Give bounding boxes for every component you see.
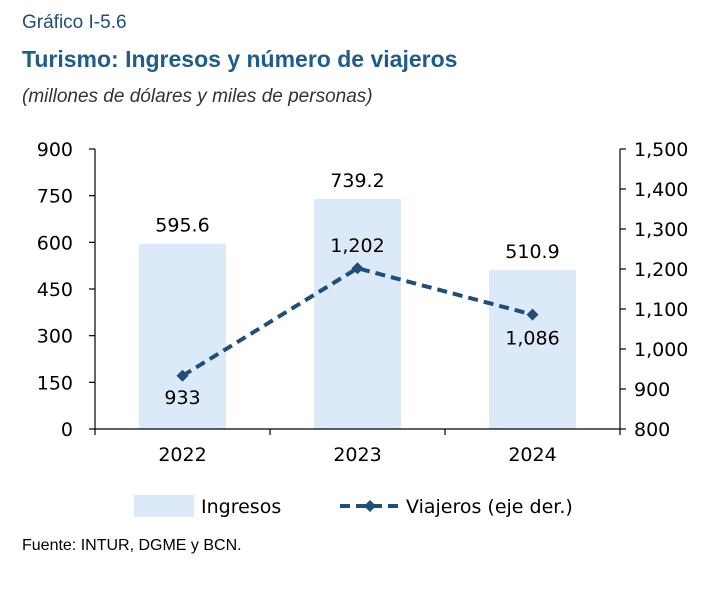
left-tick-label: 450 — [37, 279, 73, 301]
bar-ingresos-2022 — [139, 243, 226, 429]
x-tick-label-2023: 2023 — [333, 444, 381, 466]
legend-marker-viajeros — [364, 500, 376, 512]
right-tick-label: 800 — [634, 419, 670, 441]
left-tick-label: 900 — [37, 139, 73, 161]
line-marker-2023 — [351, 262, 364, 275]
line-data-label-2022: 933 — [164, 387, 200, 409]
right-tick-label: 1,500 — [634, 139, 688, 161]
right-tick-label: 1,100 — [634, 299, 688, 321]
chart-title: Turismo: Ingresos y número de viajeros — [22, 46, 458, 72]
bar-data-label-2023: 739.2 — [330, 170, 384, 192]
legend-swatch-ingresos — [134, 495, 194, 517]
right-tick-label: 1,000 — [634, 339, 688, 361]
line-data-label-2024: 1,086 — [505, 328, 559, 350]
chart-source: Fuente: INTUR, DGME y BCN. — [22, 537, 242, 554]
left-tick-label: 750 — [37, 186, 73, 208]
bar-data-label-2022: 595.6 — [155, 215, 209, 237]
x-tick-label-2024: 2024 — [508, 444, 556, 466]
line-viajeros — [181, 266, 534, 378]
bar-ingresos-2024 — [489, 270, 576, 429]
line-marker-2024 — [526, 308, 539, 321]
legend-label-viajeros: Viajeros (eje der.) — [406, 496, 573, 518]
line-data-label-2023: 1,202 — [330, 235, 384, 257]
right-tick-label: 1,300 — [634, 219, 688, 241]
left-tick-label: 150 — [37, 372, 73, 394]
chart-subtitle: (millones de dólares y miles de personas… — [22, 86, 373, 107]
left-tick-label: 600 — [37, 232, 73, 254]
line-marker-2022 — [176, 369, 189, 382]
legend-label-ingresos: Ingresos — [201, 496, 281, 518]
right-tick-label: 1,400 — [634, 179, 688, 201]
x-tick-label-2022: 2022 — [158, 444, 206, 466]
right-tick-label: 900 — [634, 379, 670, 401]
right-tick-label: 1,200 — [634, 259, 688, 281]
left-tick-label: 300 — [37, 326, 73, 348]
bar-data-label-2024: 510.9 — [505, 241, 559, 263]
bar-ingresos-2023 — [314, 199, 401, 429]
left-tick-label: 0 — [61, 419, 73, 441]
chart-kicker: Gráfico I-5.6 — [22, 12, 127, 33]
